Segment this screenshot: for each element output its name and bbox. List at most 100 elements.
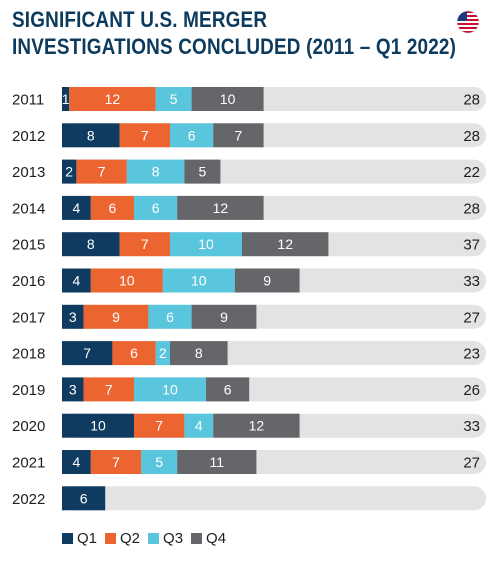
bar-total-label: 28: [463, 128, 480, 145]
chart-legend: Q1 Q2 Q3 Q4: [62, 529, 234, 547]
segment-value-label: 12: [105, 91, 121, 107]
segment-value-label: 6: [188, 127, 196, 143]
bar-segment-q1: [62, 450, 91, 474]
bar-segment-q3: [148, 304, 192, 329]
segment-value-label: 7: [155, 418, 163, 434]
bar-total-label: 23: [463, 346, 480, 363]
bar-segment-q1: [62, 87, 70, 111]
us-flag-icon: [456, 10, 480, 34]
segment-value-label: 5: [170, 91, 178, 107]
bar-segment-q3: [155, 87, 192, 111]
bar-segment-q2: [90, 268, 163, 293]
segment-value-label: 9: [263, 273, 271, 289]
segment-value-label: 1: [62, 91, 70, 107]
legend-label: Q2: [120, 529, 141, 547]
segment-value-label: 8: [87, 236, 95, 252]
segment-value-label: 8: [87, 127, 95, 143]
bar-segment-q3: [162, 268, 235, 293]
bar-segment-q2: [119, 232, 170, 257]
bar-segment-q4: [184, 159, 221, 184]
segment-value-label: 7: [141, 127, 149, 143]
segment-value-label: 10: [220, 91, 236, 107]
chart-title-line-2: INVESTIGATIONS CONCLUDED (2011 – Q1 2022…: [12, 34, 457, 59]
bar-segment-q4: [242, 232, 329, 257]
segment-value-label: 10: [119, 273, 135, 289]
segment-value-label: 6: [152, 200, 160, 216]
legend-item-q4: Q4: [191, 530, 226, 547]
bar-segment-q2: [90, 450, 142, 474]
y-axis-label: 2021: [12, 455, 45, 472]
bar-segment-q3: [134, 195, 178, 220]
bar-segment-q4: [191, 304, 257, 329]
bar-total-label: 28: [463, 200, 480, 217]
bar-track: [62, 486, 486, 511]
bar-total-label: 22: [463, 164, 480, 181]
segment-value-label: 10: [191, 273, 207, 289]
segment-value-label: 4: [73, 200, 81, 216]
bar-segment-q3: [155, 341, 170, 366]
bar-segment-q1: [62, 341, 113, 366]
segment-value-label: 7: [98, 164, 106, 180]
legend-item-q2: Q2: [105, 530, 140, 547]
segment-value-label: 6: [224, 381, 232, 397]
bar-segment-q4: [213, 123, 264, 148]
segment-value-label: 12: [249, 418, 265, 434]
y-axis-label: 2012: [12, 128, 45, 145]
bar-segment-q1: [62, 123, 120, 148]
y-axis-label: 2018: [12, 346, 45, 363]
y-axis-label: 2022: [12, 491, 45, 508]
segment-value-label: 6: [109, 200, 117, 216]
bar-segment-q4: [177, 450, 257, 474]
segment-value-label: 7: [112, 454, 120, 470]
bar-segment-q2: [134, 413, 185, 438]
bar-segment-q1: [62, 159, 77, 184]
legend-item-q1: Q1: [62, 530, 97, 547]
bar-segment-q3: [126, 159, 185, 184]
segment-value-label: 7: [83, 345, 91, 361]
segment-value-label: 9: [220, 309, 228, 325]
segment-value-label: 12: [213, 200, 229, 216]
segment-value-label: 3: [69, 381, 77, 397]
segment-value-label: 7: [141, 236, 149, 252]
legend-swatch: [148, 532, 160, 544]
y-axis-label: 2013: [12, 164, 45, 181]
y-axis-label: 2015: [12, 237, 45, 254]
bar-segment-q1: [62, 268, 91, 293]
bar-total-label: 33: [463, 273, 480, 290]
segment-value-label: 2: [65, 164, 73, 180]
bar-segment-q3: [184, 413, 214, 438]
y-axis-label: 2016: [12, 273, 45, 290]
segment-value-label: 8: [195, 345, 203, 361]
bar-total-label: 28: [463, 92, 480, 109]
segment-value-label: 5: [155, 454, 163, 470]
segment-value-label: 11: [210, 454, 225, 470]
segment-value-label: 10: [162, 381, 178, 397]
chart-title-line-1: SIGNIFICANT U.S. MERGER: [12, 7, 268, 32]
y-axis-label: 2014: [12, 200, 45, 217]
bar-segment-q1: [62, 413, 134, 438]
y-axis-label: 2019: [12, 382, 45, 399]
bar-segment-q4: [234, 268, 300, 293]
segment-value-label: 7: [235, 127, 243, 143]
segment-value-label: 12: [277, 236, 293, 252]
segment-value-label: 8: [152, 164, 160, 180]
segment-value-label: 2: [159, 345, 167, 361]
bar-segment-q2: [83, 377, 134, 402]
y-axis-label: 2020: [12, 418, 45, 435]
segment-value-label: 7: [105, 381, 113, 397]
bar-segment-q2: [76, 159, 127, 184]
bar-segment-q3: [170, 123, 214, 148]
segment-value-label: 4: [73, 454, 81, 470]
bar-segment-q4: [170, 341, 228, 366]
bar-segment-q4: [177, 195, 264, 220]
bar-segment-q2: [83, 304, 149, 329]
segment-value-label: 6: [80, 490, 88, 506]
bar-segment-q3: [170, 232, 242, 257]
bar-segment-q1: [62, 232, 120, 257]
segment-value-label: 5: [199, 164, 207, 180]
bar-total-label: 37: [463, 237, 480, 254]
segment-value-label: 10: [198, 236, 214, 252]
segment-value-label: 6: [166, 309, 174, 325]
segment-value-label: 9: [112, 309, 120, 325]
